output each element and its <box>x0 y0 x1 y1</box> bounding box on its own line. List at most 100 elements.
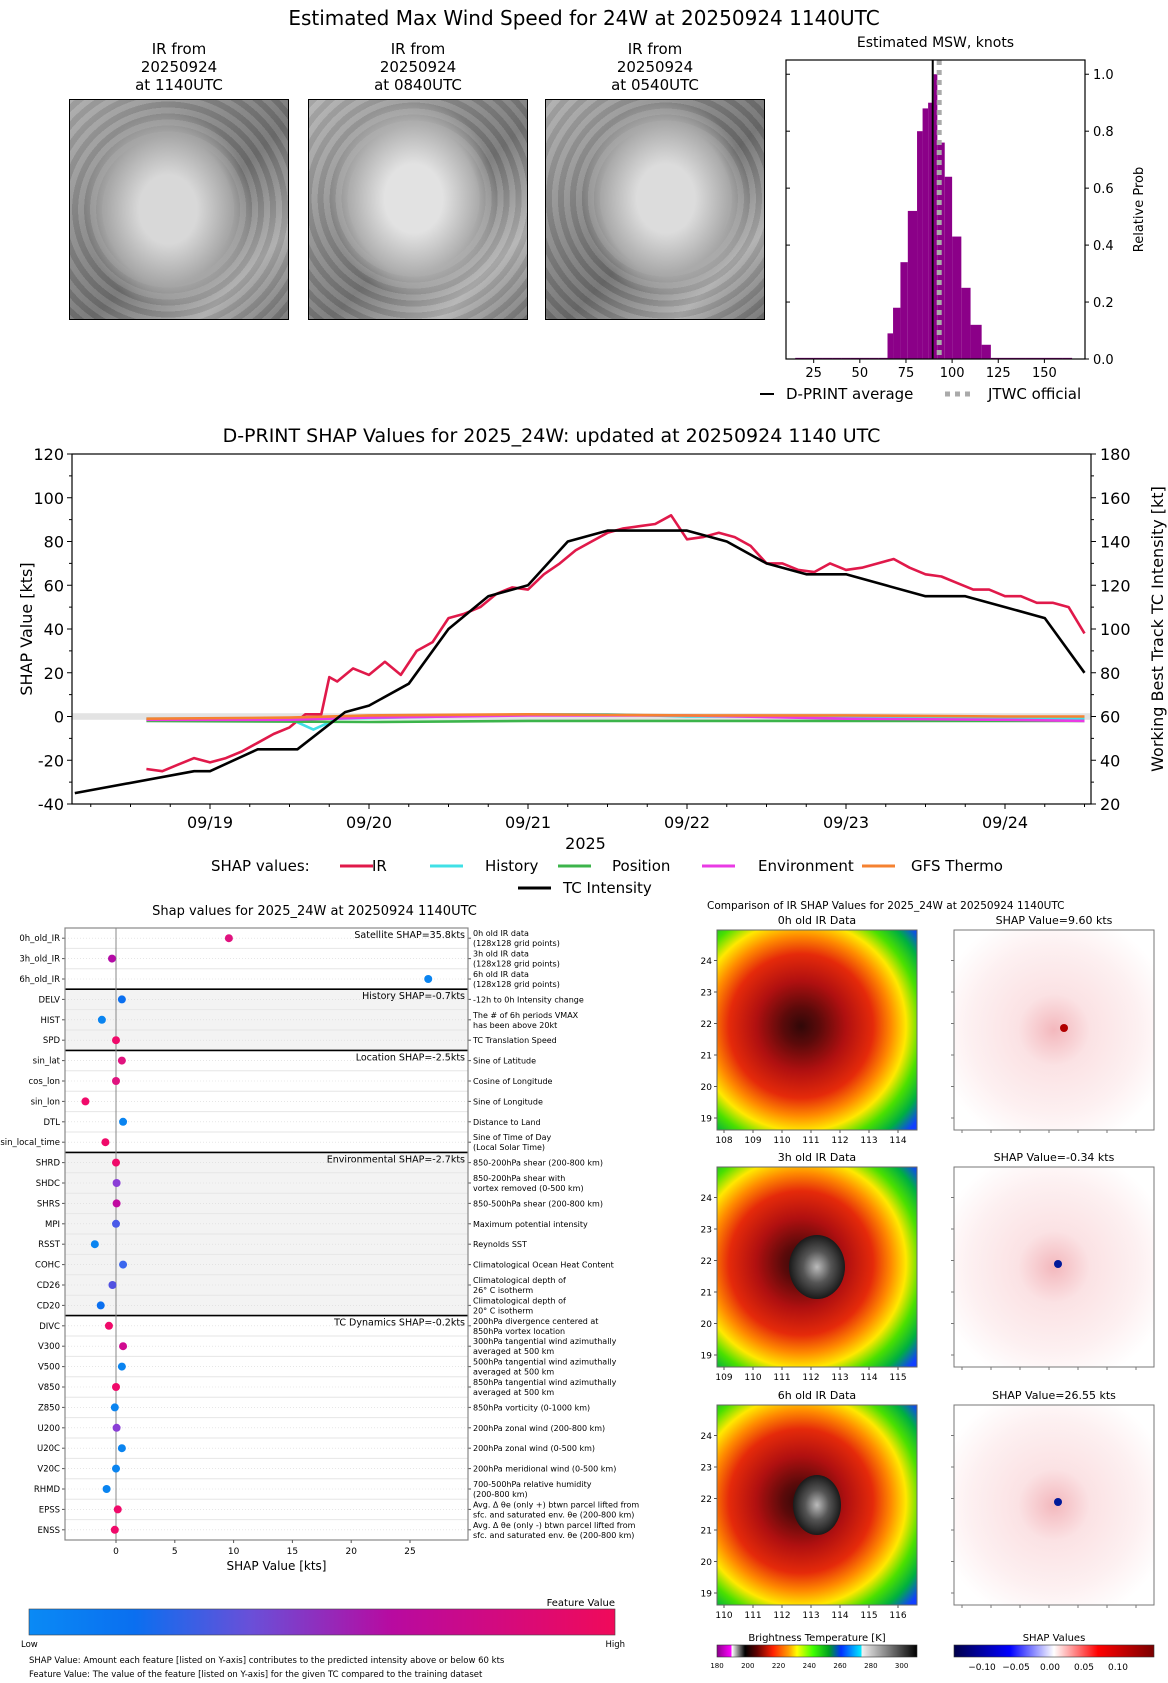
colorbar-high-label: High <box>605 1640 625 1650</box>
feature-description: sfc. and saturated env. θe (200-800 km) <box>473 1510 634 1519</box>
feature-shap-dot <box>117 1362 126 1371</box>
feature-name: sin_lat <box>33 1057 61 1067</box>
ir-ytick-label: 24 <box>701 957 713 967</box>
feature-name: V850 <box>38 1383 60 1393</box>
feature-description: 200hPa zonal wind (200-800 km) <box>473 1424 605 1433</box>
histogram-bar <box>952 236 962 359</box>
bt-colorbar-tick: 260 <box>833 1662 846 1670</box>
thumbnail-title-line: 20250924 <box>616 58 694 76</box>
shap-colorbar <box>953 1644 1155 1658</box>
feature-name: Z850 <box>38 1403 60 1413</box>
feature-shap-dot <box>110 1525 119 1534</box>
ytick-right-label: 20 <box>1100 795 1120 814</box>
ytick-left-label: 0 <box>54 708 64 727</box>
feature-name: 6h_old_IR <box>19 975 60 985</box>
legend-label: History <box>485 857 538 875</box>
feature-shap-dot <box>101 1138 110 1147</box>
ir-ytick-label: 21 <box>701 1527 712 1537</box>
histogram-ytick-label: 1.0 <box>1093 68 1114 83</box>
histogram-bar <box>887 333 894 359</box>
ytick-right-label: 180 <box>1100 445 1131 464</box>
bt-colorbar-tick: 300 <box>895 1662 908 1670</box>
features-title: Shap values for 2025_24W at 20250924 114… <box>152 904 477 919</box>
feature-name: V500 <box>38 1363 60 1373</box>
ytick-left-label: 60 <box>44 576 64 595</box>
feature-shap-dot <box>90 1240 99 1249</box>
ir-ytick-label: 22 <box>701 1495 712 1505</box>
feature-description: 850-200hPa shear with <box>473 1174 565 1183</box>
feature-name: MPI <box>45 1220 60 1230</box>
feature-name: CD26 <box>37 1281 60 1291</box>
feature-name: HIST <box>41 1016 61 1026</box>
legend-label: GFS Thermo <box>911 857 1003 875</box>
feature-shap-dot <box>112 1077 120 1085</box>
ir-ytick-label: 19 <box>701 1590 713 1600</box>
feature-value-colorbar <box>28 1608 616 1636</box>
colorbar-title: Feature Value <box>547 1598 615 1609</box>
feature-shap-dot <box>112 1464 120 1473</box>
ir-panel-frame <box>716 929 918 1131</box>
feature-shap-dot <box>112 1219 120 1228</box>
satellite-ir-thumbnail <box>308 99 528 320</box>
ytick-right-label: 140 <box>1100 533 1131 552</box>
ir-panel-title: 3h old IR Data <box>778 1151 856 1164</box>
yaxis-label-left: SHAP Value [kts] <box>17 562 36 695</box>
thumbnail-title-line: IR from <box>151 40 207 58</box>
histogram-title: Estimated MSW, knots <box>857 35 1014 51</box>
yaxis-label-right: Working Best Track TC Intensity [kt] <box>1148 486 1167 772</box>
ir-xtick-label: 110 <box>744 1373 761 1383</box>
thumbnail-title: IR from 20250924 at 0540UTC <box>545 40 765 94</box>
feature-description: 850hPa vorticity (0-1000 km) <box>473 1403 590 1412</box>
shap-panel-title: SHAP Value=26.55 kts <box>992 1389 1116 1402</box>
shap-panel-title: SHAP Value=-0.34 kts <box>994 1151 1115 1164</box>
ir-xtick-label: 113 <box>802 1611 819 1621</box>
comparison-title: Comparison of IR SHAP Values for 2025_24… <box>707 900 1064 912</box>
shap-features-chart: Shap values for 2025_24W at 20250924 114… <box>0 904 639 1680</box>
shap-heatmap-image <box>954 1167 1154 1367</box>
histogram-xtick-label: 100 <box>940 366 965 381</box>
feature-description: Reynolds SST <box>473 1240 527 1249</box>
satellite-ir-thumbnail <box>69 99 289 320</box>
histogram-bar <box>944 176 953 359</box>
ytick-right-label: 60 <box>1100 708 1120 727</box>
feature-name: SHRD <box>36 1159 61 1169</box>
thumbnail-title-line: at 0540UTC <box>611 76 699 94</box>
histogram-xtick-label: 150 <box>1032 366 1057 381</box>
bt-colorbar-tick: 220 <box>772 1662 785 1670</box>
feature-description: averaged at 500 km <box>473 1368 554 1377</box>
features-xtick-label: 15 <box>287 1547 298 1557</box>
xaxis-label: 2025 <box>565 834 606 853</box>
series-line-tc-intensity <box>74 529 1086 795</box>
feature-group-label: Environmental SHAP=-2.7kts <box>327 1154 465 1165</box>
shap-hotspot <box>1054 1260 1062 1268</box>
feature-shap-dot <box>97 1015 106 1024</box>
feature-name: V20C <box>37 1465 60 1475</box>
legend-label: TC Intensity <box>562 879 652 897</box>
ir-xtick-label: 111 <box>773 1373 790 1383</box>
feature-group-label: Satellite SHAP=35.8kts <box>354 930 465 941</box>
histogram-ytick-label: 0.2 <box>1093 296 1114 311</box>
ir-xtick-label: 110 <box>715 1611 732 1621</box>
series-line-ir <box>146 514 1086 773</box>
ir-xtick-label: 113 <box>831 1373 848 1383</box>
feature-shap-dot <box>117 995 126 1004</box>
feature-name: SHDC <box>36 1179 60 1189</box>
xtick-label: 09/23 <box>823 813 869 832</box>
ir-panel-title: 6h old IR Data <box>778 1389 856 1402</box>
ir-xtick-label: 114 <box>860 1373 877 1383</box>
shap-panel-frame <box>953 1166 1155 1368</box>
xtick-label: 09/22 <box>664 813 710 832</box>
ir-xtick-label: 114 <box>889 1136 906 1146</box>
bt-colorbar-title: Brightness Temperature [K] <box>748 1633 885 1644</box>
feature-description: TC Translation Speed <box>472 1036 557 1045</box>
ir-xtick-label: 109 <box>744 1136 761 1146</box>
shap-panel-frame <box>953 929 1155 1131</box>
feature-name: CD20 <box>37 1301 60 1311</box>
feature-name: ENSS <box>37 1526 60 1536</box>
shap-hotspot <box>1054 1498 1062 1506</box>
ir-ytick-label: 22 <box>701 1257 712 1267</box>
feature-group-label: History SHAP=-0.7kts <box>362 991 465 1002</box>
bt-colorbar-tick: 280 <box>864 1662 877 1670</box>
ir-xtick-label: 109 <box>715 1373 732 1383</box>
feature-name: DTL <box>44 1118 61 1128</box>
